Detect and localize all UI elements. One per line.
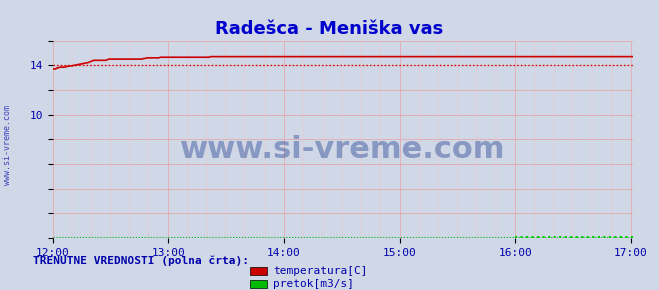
Text: www.si-vreme.com: www.si-vreme.com: [3, 105, 13, 185]
Text: Radešca - Meniška vas: Radešca - Meniška vas: [215, 20, 444, 38]
Text: TRENUTNE VREDNOSTI (polna črta):: TRENUTNE VREDNOSTI (polna črta):: [33, 256, 249, 266]
Text: www.si-vreme.com: www.si-vreme.com: [180, 135, 505, 164]
Text: pretok[m3/s]: pretok[m3/s]: [273, 279, 355, 289]
Text: temperatura[C]: temperatura[C]: [273, 266, 368, 276]
